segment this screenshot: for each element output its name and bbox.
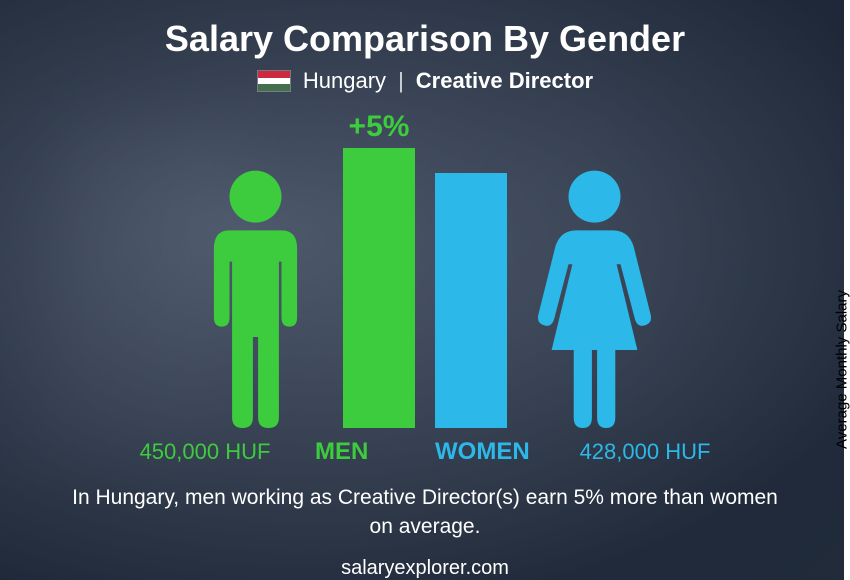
men-label: MEN [315,438,415,466]
flag-stripe-top [258,71,290,78]
chart-area: +5% [188,104,662,428]
women-label: WOMEN [435,438,535,466]
men-bar-column: +5% [343,104,415,428]
caption-text: In Hungary, men working as Creative Dire… [65,484,785,541]
flag-stripe-middle [258,78,290,85]
main-title: Salary Comparison By Gender [165,18,685,60]
labels-row: 450,000 HUF MEN WOMEN 428,000 HUF [0,438,850,466]
women-bar-column [435,104,507,428]
source-label: salaryexplorer.com [341,557,509,580]
men-icon-column [188,104,323,428]
subtitle-row: Hungary | Creative Director [257,68,593,94]
hungary-flag-icon [257,70,291,92]
country-label: Hungary [303,68,386,94]
men-bar [343,148,415,428]
woman-icon [527,168,662,428]
women-salary: 428,000 HUF [555,439,735,465]
man-icon [188,168,323,428]
men-pct-label: +5% [349,110,410,144]
women-bar [435,173,507,428]
divider: | [398,68,404,94]
role-label: Creative Director [416,68,593,94]
infographic-content: Salary Comparison By Gender Hungary | Cr… [0,0,850,580]
flag-stripe-bottom [258,84,290,91]
women-icon-column [527,104,662,428]
y-axis-label: Average Monthly Salary [834,290,850,449]
men-salary: 450,000 HUF [115,439,295,465]
